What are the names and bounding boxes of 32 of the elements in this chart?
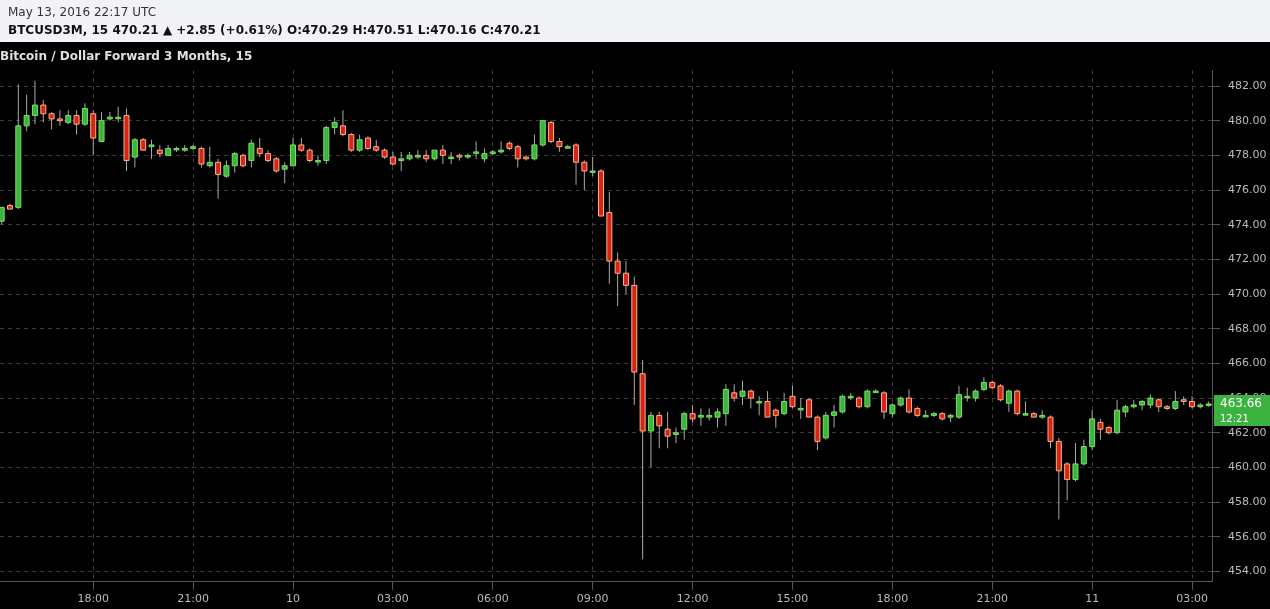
x-tick-label: 11 bbox=[1085, 592, 1100, 606]
y-tick-label: 456.00 bbox=[1228, 529, 1267, 543]
chart-subtitle: BTCUSD3M, 15 470.21 ▲ +2.85 (+0.61%) O:470.29 H:470.51 L:470.16 C:470.21 bbox=[8, 22, 542, 39]
y-tick-label: 458.00 bbox=[1228, 494, 1267, 508]
x-tick-label: 18:00 bbox=[876, 592, 909, 606]
x-tick-label: 09:00 bbox=[576, 592, 609, 606]
y-tick-label: 480.00 bbox=[1228, 113, 1267, 127]
x-tick-label: 03:00 bbox=[1176, 592, 1208, 606]
x-tick-label: 15:00 bbox=[776, 592, 809, 606]
text: May 13, 2016 22:17 UTC bbox=[8, 4, 158, 21]
text: 12:21 bbox=[1220, 413, 1249, 425]
x-tick-label: 18:00 bbox=[77, 592, 110, 606]
x-tick-label: 21:00 bbox=[177, 592, 209, 606]
y-tick-label: 478.00 bbox=[1228, 148, 1267, 162]
x-tick-label: 12:00 bbox=[676, 592, 709, 606]
y-tick-label: 474.00 bbox=[1228, 217, 1267, 231]
x-tick-label: 03:00 bbox=[377, 592, 409, 606]
x-tick-label: 06:00 bbox=[476, 592, 509, 606]
text: 463.66 bbox=[1220, 396, 1262, 411]
x-tick-label: 21:00 bbox=[976, 592, 1009, 606]
y-tick-label: 476.00 bbox=[1228, 182, 1267, 196]
y-tick-label: 468.00 bbox=[1228, 321, 1267, 335]
chart-title: Bitcoin / Dollar Forward 3 Months, 15 bbox=[0, 49, 253, 64]
y-tick-label: 482.00 bbox=[1228, 78, 1267, 92]
candlestick bbox=[314, 154, 321, 167]
y-tick-label: 466.00 bbox=[1228, 356, 1267, 370]
y-tick-label: 470.00 bbox=[1228, 286, 1267, 300]
y-tick-label: 454.00 bbox=[1228, 564, 1267, 578]
x-tick-label: 10 bbox=[286, 592, 301, 606]
y-tick-label: 460.00 bbox=[1228, 460, 1267, 474]
y-tick-label: 462.00 bbox=[1228, 425, 1267, 439]
y-tick-label: 472.00 bbox=[1228, 252, 1267, 266]
